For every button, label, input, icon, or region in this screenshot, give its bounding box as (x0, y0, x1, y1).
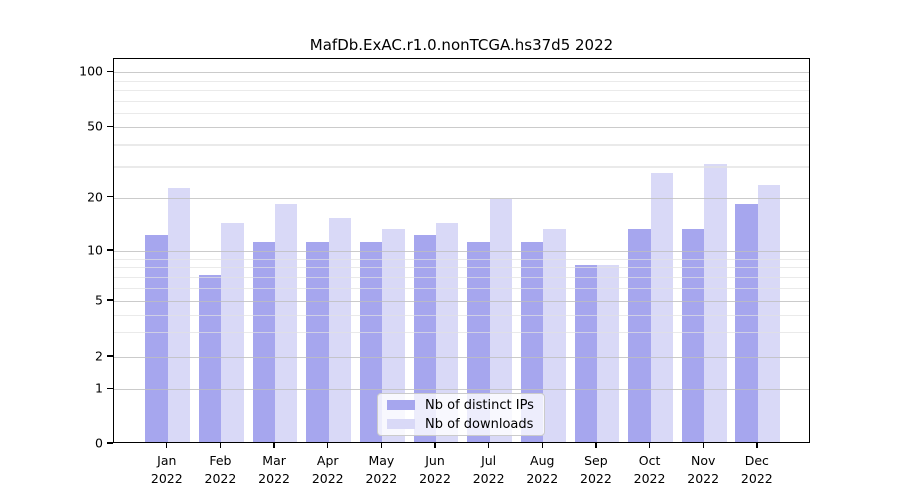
x-tick-mark-dec (756, 443, 758, 448)
bar-downloads-oct (650, 172, 673, 442)
x-tick-label-mar: Mar 2022 (258, 453, 290, 486)
chart-title: MafDb.ExAC.r1.0.nonTCGA.hs37d5 2022 (309, 36, 614, 54)
bars-layer (114, 59, 809, 442)
x-tick-mark-oct (648, 443, 651, 448)
x-tick-mark-nov (702, 443, 704, 448)
bar-distinct-ips-dec (735, 203, 758, 442)
x-tick-label-feb: Feb 2022 (204, 453, 237, 486)
x-tick-label-oct: Oct 2022 (633, 453, 666, 486)
legend-swatch-distinct-ips (387, 400, 415, 410)
legend-swatch-downloads (387, 419, 415, 429)
bar-distinct-ips-may (359, 241, 383, 442)
legend-entry-downloads: Nb of downloads (378, 417, 544, 432)
x-tick-mark-aug (541, 443, 543, 448)
bar-downloads-aug (543, 228, 566, 442)
x-tick-mark-apr (327, 443, 329, 448)
y-tick-mark-20 (107, 195, 113, 198)
x-tick-label-sep: Sep 2022 (580, 453, 612, 486)
bar-downloads-sep (596, 265, 620, 442)
x-tick-label-jul: Jul 2022 (472, 453, 505, 486)
x-tick-label-nov: Nov 2022 (687, 453, 720, 486)
y-tick-mark-10 (107, 249, 113, 251)
y-tick-mark-100 (107, 70, 113, 72)
bar-distinct-ips-aug (520, 241, 544, 442)
x-tick-mark-jan (166, 443, 168, 448)
x-tick-mark-may (380, 443, 383, 448)
x-tick-mark-jul (487, 443, 490, 448)
y-tick-mark-0 (107, 442, 113, 444)
x-tick-label-may: May 2022 (365, 453, 398, 486)
y-tick-mark-5 (107, 299, 113, 301)
y-tick-mark-1 (107, 387, 113, 389)
bar-distinct-ips-feb (199, 274, 222, 442)
x-tick-mark-jun (434, 443, 436, 448)
bar-downloads-feb (221, 223, 244, 442)
bar-distinct-ips-sep (574, 265, 597, 442)
x-tick-label-jun: Jun 2022 (419, 453, 451, 486)
bar-downloads-may (382, 228, 405, 442)
y-tick-label-0: 0 (95, 435, 103, 451)
y-tick-mark-2 (107, 355, 113, 357)
x-tick-mark-mar (273, 443, 275, 448)
y-tick-label-2: 2 (95, 348, 103, 364)
x-tick-label-aug: Aug 2022 (526, 453, 559, 486)
y-tick-mark-50 (107, 125, 113, 127)
bar-distinct-ips-oct (628, 228, 651, 442)
x-tick-mark-sep (595, 443, 597, 448)
legend-label-distinct-ips: Nb of distinct IPs (425, 397, 534, 413)
y-tick-label-10: 10 (87, 242, 103, 258)
bar-distinct-ips-mar (252, 241, 276, 442)
bar-downloads-nov (704, 164, 727, 442)
plot-area (113, 58, 810, 443)
y-tick-label-100: 100 (79, 63, 103, 79)
x-tick-mark-feb (219, 443, 222, 448)
bar-downloads-mar (275, 203, 298, 442)
legend-label-downloads: Nb of downloads (425, 416, 534, 432)
bar-downloads-apr (328, 217, 352, 442)
bar-distinct-ips-nov (681, 228, 705, 442)
y-tick-label-5: 5 (95, 292, 103, 308)
bar-distinct-ips-apr (306, 241, 329, 442)
x-tick-label-dec: Dec 2022 (740, 453, 773, 486)
bar-downloads-dec (757, 184, 781, 442)
bar-distinct-ips-jul (467, 241, 490, 442)
x-tick-label-apr: Apr 2022 (311, 453, 344, 486)
legend: Nb of distinct IPs Nb of downloads (377, 393, 545, 436)
legend-entry-distinct-ips: Nb of distinct IPs (378, 398, 544, 413)
bar-downloads-jul (489, 199, 513, 442)
y-tick-label-20: 20 (87, 189, 103, 204)
bar-distinct-ips-jan (145, 234, 168, 442)
y-tick-label-50: 50 (87, 118, 103, 134)
bar-downloads-jan (167, 188, 191, 442)
x-tick-label-jan: Jan 2022 (150, 453, 183, 486)
y-tick-label-1: 1 (95, 380, 103, 396)
